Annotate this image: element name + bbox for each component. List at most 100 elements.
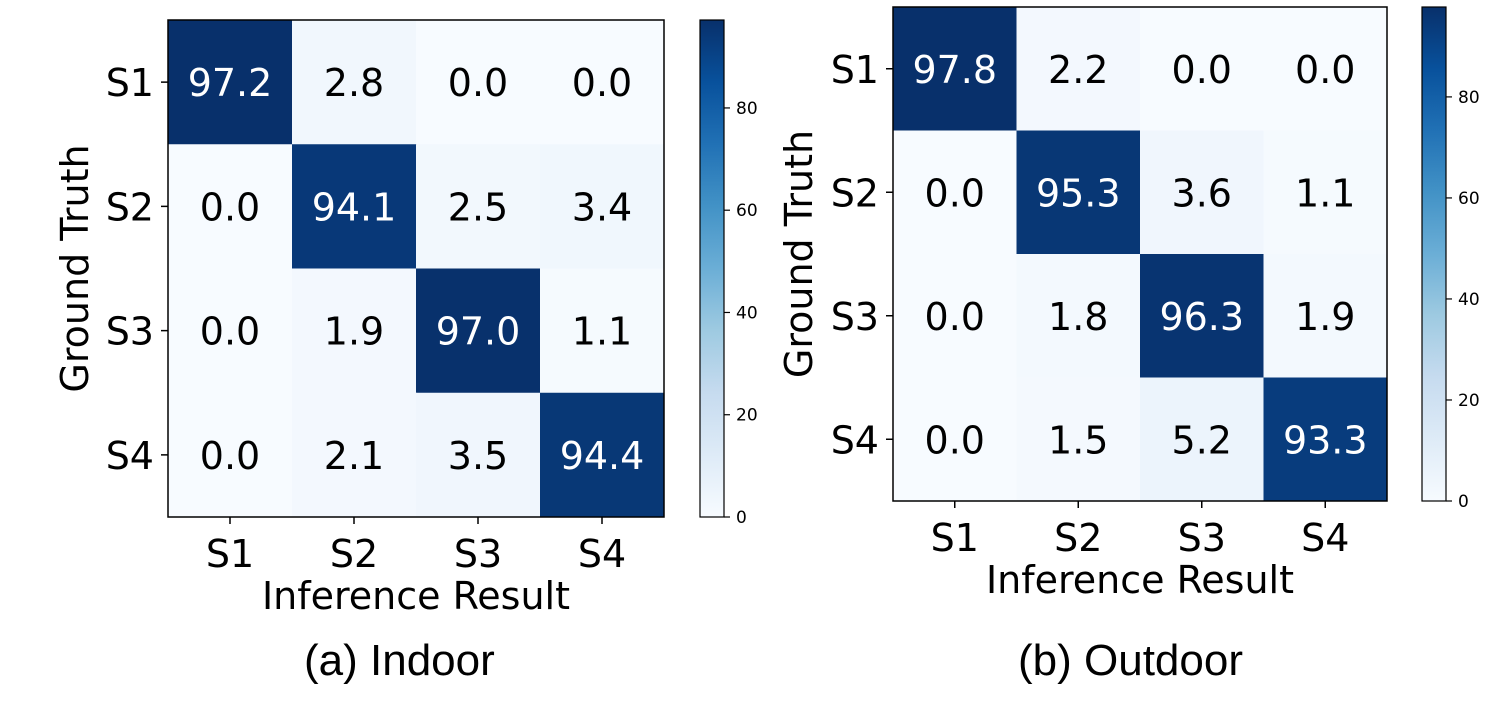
heatmap-cell-r3-c3 bbox=[1140, 254, 1264, 378]
colorbar-tick-label-40: 40 bbox=[736, 303, 758, 323]
heatmap-cell-r2-c3 bbox=[416, 144, 541, 269]
y-tick-label-s1: S1 bbox=[106, 61, 154, 105]
heatmap-cell-r2-c1 bbox=[168, 144, 293, 269]
plot-frame bbox=[892, 6, 1388, 502]
heatmap-cell-r3-c2 bbox=[292, 268, 417, 394]
y-tick-label-s3: S3 bbox=[106, 310, 154, 354]
cell-value-r2-c2: 95.3 bbox=[1036, 171, 1121, 215]
heatmap-cell-r2-c4 bbox=[540, 144, 665, 269]
heatmap-cell-r2-c4 bbox=[1263, 130, 1388, 255]
cell-value-r2-c4: 3.4 bbox=[572, 185, 632, 229]
heatmap-cell-r4-c2 bbox=[1016, 377, 1141, 502]
heatmap-cell-r3-c2 bbox=[1016, 254, 1141, 378]
cell-value-r1-c2: 2.2 bbox=[1048, 48, 1108, 92]
heatmap-cell-r3-c4 bbox=[540, 268, 665, 394]
heatmap-cell-r1-c2 bbox=[1016, 7, 1141, 131]
cell-value-r3-c2: 1.8 bbox=[1048, 295, 1108, 339]
heatmap-cell-r4-c1 bbox=[168, 392, 293, 518]
heatmap-cell-r1-c4 bbox=[540, 20, 665, 145]
y-tick-label-s1: S1 bbox=[831, 48, 879, 92]
cell-value-r4-c1: 0.0 bbox=[200, 434, 260, 478]
cell-value-r3-c3: 96.3 bbox=[1159, 295, 1244, 339]
heatmap-cell-r2-c1 bbox=[893, 130, 1017, 255]
cell-value-r4-c3: 5.2 bbox=[1172, 418, 1232, 462]
colorbar-tick-label-0: 0 bbox=[1458, 492, 1469, 512]
colorbar-tick-label-20: 20 bbox=[1458, 391, 1480, 411]
y-axis-label: Ground Truth bbox=[777, 130, 821, 378]
x-tick-label-s2: S2 bbox=[1054, 516, 1102, 560]
colorbar-tick-label-60: 60 bbox=[736, 201, 758, 221]
heatmap-cell-r1-c3 bbox=[416, 20, 541, 145]
x-tick-label-s3: S3 bbox=[454, 532, 502, 576]
cell-value-r1-c1: 97.8 bbox=[912, 48, 997, 92]
cell-value-r4-c3: 3.5 bbox=[448, 434, 508, 478]
colorbar bbox=[1421, 6, 1447, 502]
y-tick-label-s2: S2 bbox=[831, 171, 879, 215]
y-tick-label-s4: S4 bbox=[831, 418, 879, 462]
x-tick-label-s4: S4 bbox=[1301, 516, 1349, 560]
cell-value-r3-c1: 0.0 bbox=[200, 310, 260, 354]
cell-value-r3-c3: 97.0 bbox=[436, 310, 521, 354]
cell-value-r2-c1: 0.0 bbox=[925, 171, 985, 215]
x-tick-label-s1: S1 bbox=[931, 516, 979, 560]
heatmap-cell-r4-c4 bbox=[540, 392, 665, 518]
cell-value-r3-c1: 0.0 bbox=[925, 295, 985, 339]
cell-value-r2-c2: 94.1 bbox=[312, 185, 397, 229]
colorbar-tick-label-80: 80 bbox=[1458, 88, 1480, 108]
cell-value-r3-c4: 1.1 bbox=[572, 310, 632, 354]
cell-value-r4-c1: 0.0 bbox=[925, 418, 985, 462]
heatmap-cell-r4-c3 bbox=[416, 392, 541, 518]
cell-value-r1-c2: 2.8 bbox=[324, 61, 384, 105]
cell-value-r1-c3: 0.0 bbox=[448, 61, 508, 105]
colorbar-tick-label-80: 80 bbox=[736, 99, 758, 119]
heatmap-cell-r1-c4 bbox=[1263, 7, 1388, 131]
heatmap-cell-r1-c2 bbox=[292, 20, 417, 145]
colorbar-tick-label-20: 20 bbox=[736, 406, 758, 426]
x-axis-label: Inference Result bbox=[986, 558, 1294, 602]
heatmap-cell-r3-c1 bbox=[893, 254, 1017, 378]
heatmap-cell-r2-c2 bbox=[292, 144, 417, 269]
x-tick-label-s1: S1 bbox=[206, 532, 254, 576]
y-tick-label-s4: S4 bbox=[106, 434, 154, 478]
cell-value-r2-c3: 2.5 bbox=[448, 185, 508, 229]
cell-value-r3-c4: 1.9 bbox=[1295, 295, 1355, 339]
y-axis-label: Ground Truth bbox=[53, 144, 97, 392]
cell-value-r1-c1: 97.2 bbox=[188, 61, 273, 105]
heatmap-cell-r1-c1 bbox=[168, 20, 293, 145]
heatmap-cell-r2-c2 bbox=[1016, 130, 1141, 255]
heatmap-cell-r4-c1 bbox=[893, 377, 1017, 502]
caption-indoor: (a) Indoor bbox=[304, 636, 495, 685]
heatmap-cell-r1-c3 bbox=[1140, 7, 1264, 131]
cell-value-r2-c1: 0.0 bbox=[200, 185, 260, 229]
x-tick-label-s2: S2 bbox=[330, 532, 378, 576]
cell-value-r3-c2: 1.9 bbox=[324, 310, 384, 354]
cell-value-r4-c4: 93.3 bbox=[1283, 418, 1368, 462]
x-tick-label-s4: S4 bbox=[578, 532, 626, 576]
heatmap-cell-r4-c4 bbox=[1263, 377, 1388, 502]
cell-value-r1-c4: 0.0 bbox=[572, 61, 632, 105]
y-tick-label-s2: S2 bbox=[106, 185, 154, 229]
heatmap-outdoor: 97.8 2.2 0.0 0.0 0.0 95.3 3.6 1.1 0.0 1.8 96.3 1.9 0… bbox=[777, 6, 1480, 602]
heatmap-cell-r4-c3 bbox=[1140, 377, 1264, 502]
x-tick-label-s3: S3 bbox=[1178, 516, 1226, 560]
heatmap-cell-r2-c3 bbox=[1140, 130, 1264, 255]
heatmap-indoor: 97.2 2.8 0.0 0.0 0.0 94.1 2.5 3.4 0.0 1.9 97.0 1.1 0… bbox=[53, 19, 758, 618]
cell-value-r2-c3: 3.6 bbox=[1172, 171, 1232, 215]
cell-value-r4-c4: 94.4 bbox=[560, 434, 645, 478]
heatmap-cell-r3-c3 bbox=[416, 268, 541, 394]
x-axis-label: Inference Result bbox=[262, 574, 570, 618]
cell-value-r1-c4: 0.0 bbox=[1295, 48, 1355, 92]
colorbar-tick-label-0: 0 bbox=[736, 508, 747, 528]
colorbar-tick-label-60: 60 bbox=[1458, 189, 1480, 209]
heatmap-cell-r3-c1 bbox=[168, 268, 293, 394]
cell-value-r1-c3: 0.0 bbox=[1172, 48, 1232, 92]
plot-frame bbox=[167, 19, 665, 518]
cell-value-r2-c4: 1.1 bbox=[1295, 171, 1355, 215]
heatmap-cell-r3-c4 bbox=[1263, 254, 1388, 378]
heatmap-cell-r4-c2 bbox=[292, 392, 417, 518]
heatmap-cell-r1-c1 bbox=[893, 7, 1017, 131]
caption-outdoor: (b) Outdoor bbox=[1018, 636, 1243, 685]
y-tick-label-s3: S3 bbox=[831, 295, 879, 339]
colorbar bbox=[699, 19, 725, 518]
